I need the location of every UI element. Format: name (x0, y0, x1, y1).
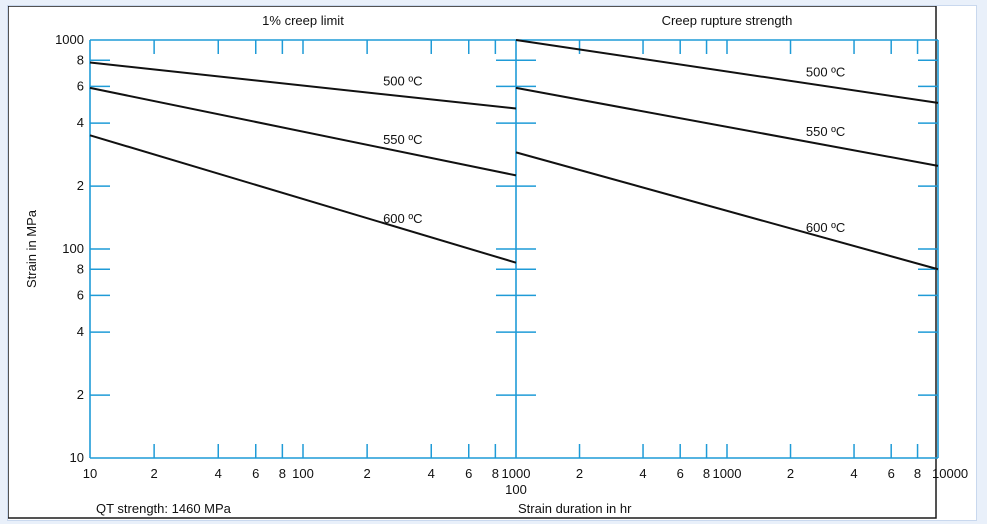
series-line-1-0 (515, 39, 939, 104)
y-axis-title: Strain in MPa (24, 209, 39, 288)
x-tick-label-1-0: 100 (505, 482, 527, 497)
x-tick-label-0-0: 10 (83, 466, 97, 481)
y-tick-label-10: 1000 (55, 32, 84, 47)
x-tick-label-1-2: 4 (639, 466, 646, 481)
x-tick-label-1-9: 8 (914, 466, 921, 481)
y-tick-label-9: 8 (77, 52, 84, 67)
y-tick-label-6: 2 (77, 178, 84, 193)
x-tick-label-1-8: 6 (888, 466, 895, 481)
x-tick-label-1-10: 10000 (932, 466, 968, 481)
x-tick-label-0-8: 6 (465, 466, 472, 481)
y-tick-label-4: 8 (77, 261, 84, 276)
x-tick-label-1-3: 6 (677, 466, 684, 481)
x-tick-label-0-2: 4 (215, 466, 222, 481)
series-label-1-2: 600 ºC (806, 220, 845, 235)
panel-title-1: Creep rupture strength (662, 13, 793, 28)
x-tick-label-0-1: 2 (151, 466, 158, 481)
qt-strength-note: QT strength: 1460 MPa (96, 501, 232, 516)
x-tick-label-1-7: 4 (850, 466, 857, 481)
series-label-1-1: 550 ºC (806, 124, 845, 139)
y-tick-label-2: 4 (77, 324, 84, 339)
x-tick-label-0-4: 8 (279, 466, 286, 481)
x-tick-label-0-6: 2 (364, 466, 371, 481)
series-line-0-0 (89, 61, 517, 110)
series-line-0-1 (89, 86, 517, 177)
panel-title-0: 1% creep limit (262, 13, 344, 28)
y-tick-label-0: 10 (70, 450, 84, 465)
x-tick-label-1-5: 1000 (713, 466, 742, 481)
x-tick-label-0-10: 1000 (502, 466, 531, 481)
series-label-1-0: 500 ºC (806, 64, 845, 79)
y-tick-label-3: 6 (77, 287, 84, 302)
series-label-0-2: 600 ºC (383, 211, 422, 226)
series-line-0-2 (89, 134, 517, 264)
x-axis-title: Strain duration in hr (518, 501, 632, 516)
x-tick-label-1-4: 8 (703, 466, 710, 481)
x-tick-label-1-6: 2 (787, 466, 794, 481)
x-tick-label-0-5: 100 (292, 466, 314, 481)
x-tick-label-0-9: 8 (492, 466, 499, 481)
x-tick-label-0-7: 4 (428, 466, 435, 481)
x-tick-label-1-1: 2 (576, 466, 583, 481)
y-tick-label-5: 100 (62, 241, 84, 256)
x-tick-label-0-3: 6 (252, 466, 259, 481)
y-tick-label-1: 2 (77, 387, 84, 402)
series-line-1-1 (515, 86, 939, 167)
chart-page: 1% creep limit 10 2 4 6 8 100 2 4 6 8 1000 10 2 4 6 8 100… (8, 6, 976, 520)
series-line-1-2 (515, 151, 939, 271)
y-tick-label-7: 4 (77, 115, 84, 130)
chart-border (8, 6, 937, 519)
series-label-0-0: 500 ºC (383, 73, 422, 88)
series-label-0-1: 550 ºC (383, 132, 422, 147)
y-tick-label-8: 6 (77, 78, 84, 93)
